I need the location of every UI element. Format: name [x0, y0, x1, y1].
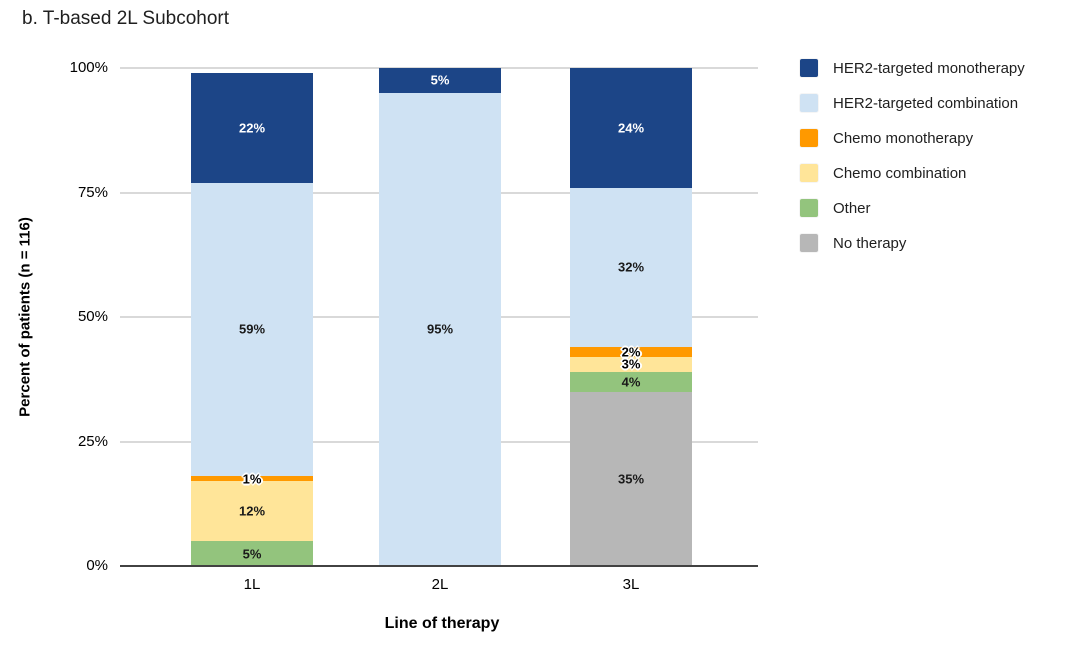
bar-segment-value-label: 59%	[238, 321, 266, 337]
bar-segment	[379, 68, 501, 93]
legend-swatch	[800, 234, 818, 252]
x-tick-label: 3L	[622, 576, 640, 593]
bar-segment	[570, 68, 692, 188]
bar-segment-value-label: 22%	[238, 120, 266, 136]
legend-label: Other	[833, 199, 871, 217]
bar-segment	[191, 182, 313, 477]
y-tick-label: 50%	[77, 308, 108, 325]
bar-segment	[191, 72, 313, 183]
legend-label: Chemo combination	[833, 164, 967, 182]
legend-swatch	[800, 59, 818, 77]
y-tick-label: 100%	[69, 59, 108, 76]
bar-segment-value-label: 35%	[617, 471, 645, 487]
bar-segment	[570, 371, 692, 392]
bar-segment	[570, 346, 692, 357]
legend-swatch	[800, 199, 818, 217]
y-tick-label: 75%	[77, 183, 108, 201]
bar-segment	[191, 481, 313, 542]
legend-swatch	[800, 164, 818, 182]
chart-title: b. T-based 2L Subcohort	[22, 8, 230, 29]
bar-segment	[379, 92, 501, 566]
bar-segment	[570, 356, 692, 372]
x-tick-label: 2L	[431, 576, 449, 593]
legend-label: No therapy	[833, 234, 907, 252]
x-axis-baseline	[120, 565, 758, 567]
bar-segment-value-label: 1%	[242, 471, 262, 487]
legend-item: HER2-targeted monotherapy	[800, 59, 1025, 77]
bar-segment-value-label: 12%	[238, 503, 266, 519]
bar-segment-value-label: 5%	[242, 546, 262, 562]
y-tick-label: 0%	[86, 557, 108, 574]
bar-segment-value-label: 24%	[617, 120, 645, 136]
legend-label: HER2-targeted combination	[833, 94, 1019, 112]
legend-label: HER2-targeted monotherapy	[833, 59, 1025, 77]
x-axis-title: Line of therapy	[384, 615, 500, 632]
bar-segment-value-label: 5%	[430, 72, 450, 88]
legend-item: Other	[800, 199, 871, 217]
legend-swatch	[800, 129, 818, 147]
bar-segment-value-label: 3%	[621, 356, 641, 372]
legend-item: HER2-targeted combination	[800, 94, 1018, 112]
bar-segment	[191, 476, 313, 482]
y-tick-label: 25%	[77, 432, 108, 450]
bar-segment	[191, 541, 313, 566]
y-axis-title: Percent of patients (n = 116)	[16, 217, 34, 417]
bar-segment-value-label: 2%	[621, 344, 641, 360]
bar-segment-value-label: 4%	[621, 374, 641, 390]
x-tick-label: 1L	[243, 576, 261, 593]
legend-item: No therapy	[800, 234, 906, 252]
bar-segment-value-label: 95%	[426, 321, 454, 337]
legend-label: Chemo monotherapy	[833, 129, 974, 147]
bar-segment-value-label: 32%	[617, 259, 645, 275]
bar-segment	[570, 391, 692, 566]
legend-item: Chemo monotherapy	[800, 129, 973, 147]
bar-segment	[570, 187, 692, 347]
legend-swatch	[800, 94, 818, 112]
legend-item: Chemo combination	[800, 164, 966, 182]
